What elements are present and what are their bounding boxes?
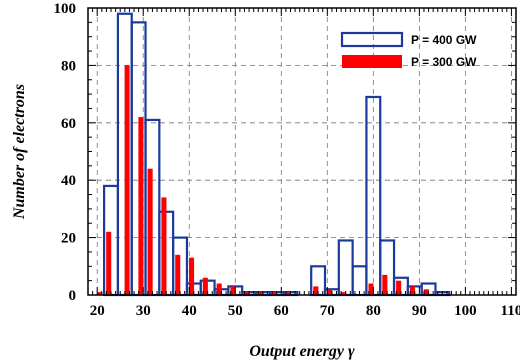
legend-label-300gw: P = 300 GW xyxy=(411,55,477,69)
bar-300gw xyxy=(138,117,144,295)
legend-label-400gw: P = 400 GW xyxy=(411,33,477,47)
bar-300gw xyxy=(396,280,402,295)
bar-300gw xyxy=(96,292,103,295)
bar-300gw xyxy=(340,292,346,295)
bar-300gw xyxy=(313,286,319,295)
legend-swatch-300gw xyxy=(342,55,402,68)
bar-300gw xyxy=(271,292,277,295)
y-tick-label: 40 xyxy=(61,173,76,189)
bar-300gw xyxy=(285,292,291,295)
y-tick-label: 60 xyxy=(61,116,76,132)
x-tick-label: 80 xyxy=(366,303,381,319)
bar-300gw xyxy=(368,283,374,295)
y-tick-label: 20 xyxy=(61,231,76,247)
bar-300gw xyxy=(244,292,250,295)
legend: P = 400 GW P = 300 GW xyxy=(340,31,477,69)
y-tick-label: 0 xyxy=(69,288,77,304)
bar-300gw xyxy=(423,289,429,295)
x-tick-label: 60 xyxy=(274,303,289,319)
bar-300gw xyxy=(124,65,130,296)
x-tick-labels: 20 30 40 50 60 70 80 90 100 110 xyxy=(90,303,520,319)
bar-300gw xyxy=(175,254,181,295)
x-tick-label: 40 xyxy=(182,303,197,319)
bar-300gw xyxy=(409,286,415,295)
x-tick-label: 100 xyxy=(454,303,477,319)
bar-300gw xyxy=(161,197,167,295)
series-300gw-bars xyxy=(96,65,429,296)
bar-300gw xyxy=(216,283,222,295)
x-tick-label: 90 xyxy=(412,303,427,319)
bar-300gw xyxy=(258,292,264,295)
y-tick-labels: 0 20 40 60 80 100 xyxy=(54,1,77,304)
bar-300gw xyxy=(382,274,388,295)
x-tick-label: 50 xyxy=(228,303,243,319)
bar-300gw xyxy=(230,286,236,295)
y-tick-label: 80 xyxy=(61,58,76,74)
x-tick-label: 70 xyxy=(320,303,335,319)
axis-ticks xyxy=(87,7,517,296)
bar-300gw xyxy=(202,277,208,295)
bar-300gw xyxy=(147,168,153,295)
bar-300gw xyxy=(189,257,195,295)
x-axis-title: Output energy γ xyxy=(249,343,355,360)
x-tick-label: 30 xyxy=(136,303,151,319)
y-axis-title: Number of electrons xyxy=(11,84,28,220)
y-tick-label: 100 xyxy=(54,1,77,17)
x-tick-label: 20 xyxy=(90,303,105,319)
legend-swatch-400gw xyxy=(340,31,404,48)
bar-300gw xyxy=(327,289,333,295)
bar-300gw xyxy=(106,231,112,295)
bar-400gw xyxy=(337,239,354,297)
bar-400gw xyxy=(351,265,368,297)
x-tick-label: 110 xyxy=(501,303,520,319)
